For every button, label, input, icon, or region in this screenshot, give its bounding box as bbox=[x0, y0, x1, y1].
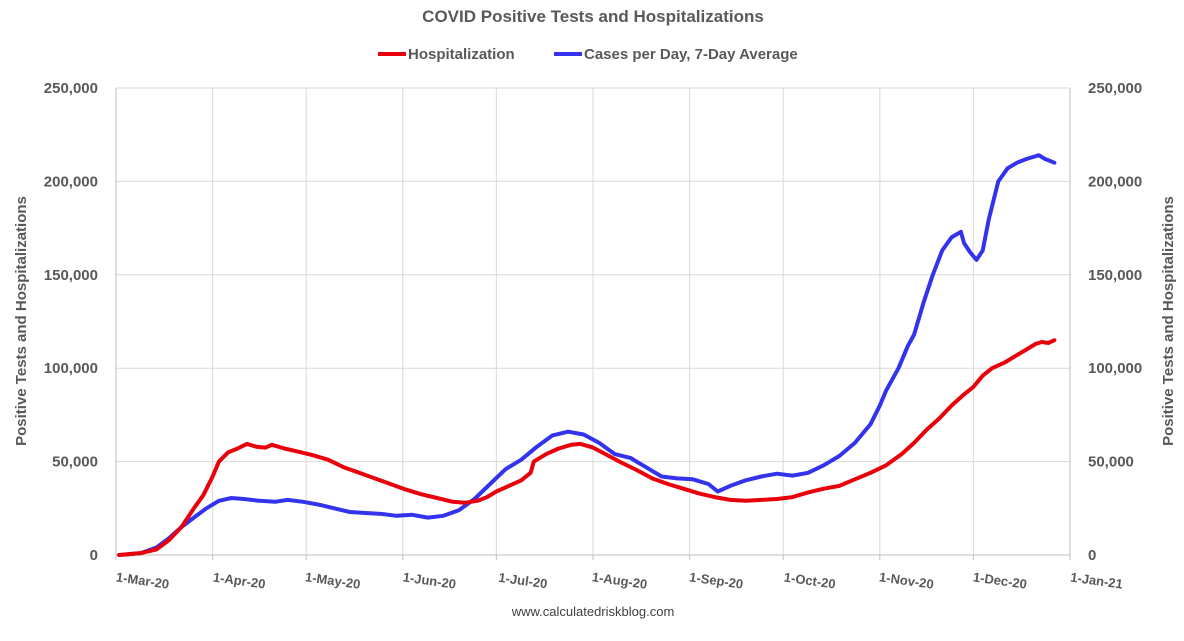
x-tick-label: 1-Apr-20 bbox=[212, 569, 266, 591]
y-tick-label-right: 200,000 bbox=[1088, 173, 1142, 190]
x-tick-label: 1-Jul-20 bbox=[498, 570, 549, 592]
legend-label-cases: Cases per Day, 7-Day Average bbox=[584, 46, 798, 63]
y-tick-label-right: 150,000 bbox=[1088, 267, 1142, 284]
chart-title: COVID Positive Tests and Hospitalization… bbox=[422, 7, 764, 26]
tick-labels: 0 0 50,000 50,000 100,000 100,000 150,000 150,0… bbox=[44, 80, 1142, 592]
y-tick-label-right: 0 bbox=[1088, 547, 1096, 564]
y-tick-label-right: 50,000 bbox=[1088, 454, 1134, 471]
series-line-hospitalization bbox=[117, 338, 1057, 557]
y-tick-label-left: 250,000 bbox=[44, 80, 98, 97]
gridlines bbox=[116, 87, 1070, 555]
x-tick-label: 1-Oct-20 bbox=[783, 569, 837, 591]
legend-label-hospitalization: Hospitalization bbox=[408, 46, 515, 63]
y-tick-label-left: 100,000 bbox=[44, 360, 98, 377]
series bbox=[117, 153, 1057, 557]
y-tick-label-left: 0 bbox=[90, 547, 98, 564]
y-tick-label-left: 50,000 bbox=[52, 454, 98, 471]
x-tick-label: 1-Aug-20 bbox=[591, 569, 648, 592]
y-tick-label-left: 150,000 bbox=[44, 267, 98, 284]
x-tick-label: 1-Jun-20 bbox=[402, 569, 457, 591]
source-credit: www.calculatedriskblog.com bbox=[511, 604, 675, 619]
x-tick-label: 1-Dec-20 bbox=[972, 569, 1028, 591]
y-axis-title-right: Positive Tests and Hospitalizations bbox=[1160, 196, 1177, 446]
x-tick-label: 1-Jan-21 bbox=[1069, 569, 1123, 591]
y-tick-label-left: 200,000 bbox=[44, 173, 98, 190]
legend: Hospitalization Cases per Day, 7-Day Ave… bbox=[378, 46, 798, 63]
x-tick-label: 1-Mar-20 bbox=[115, 569, 170, 591]
axes bbox=[115, 88, 1071, 560]
y-tick-label-right: 250,000 bbox=[1088, 80, 1142, 97]
y-axis-title-left: Positive Tests and Hospitalizations bbox=[13, 196, 30, 446]
x-tick-label: 1-May-20 bbox=[304, 569, 361, 592]
x-tick-label: 1-Nov-20 bbox=[878, 569, 934, 591]
y-tick-label-right: 100,000 bbox=[1088, 360, 1142, 377]
x-tick-label: 1-Sep-20 bbox=[688, 569, 744, 591]
series-line-cases bbox=[117, 153, 1057, 557]
